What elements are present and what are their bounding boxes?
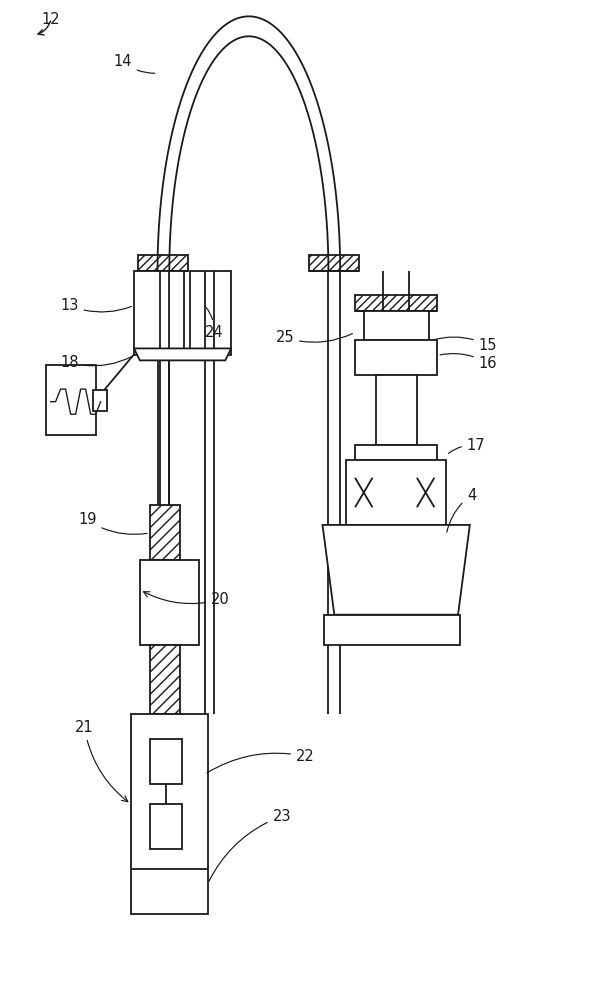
Polygon shape bbox=[157, 16, 340, 271]
Polygon shape bbox=[134, 348, 231, 360]
Bar bbox=[150, 804, 182, 849]
Bar bbox=[190, 271, 231, 355]
Text: 20: 20 bbox=[143, 592, 229, 607]
Bar bbox=[131, 714, 208, 914]
Bar bbox=[140, 560, 199, 645]
Text: 17: 17 bbox=[448, 438, 485, 453]
Bar bbox=[150, 645, 180, 714]
Bar bbox=[46, 365, 96, 435]
Text: 15: 15 bbox=[434, 337, 497, 353]
Bar bbox=[355, 340, 437, 375]
Text: 12: 12 bbox=[41, 12, 60, 27]
Bar bbox=[93, 390, 108, 411]
Bar bbox=[134, 271, 184, 355]
Bar bbox=[346, 460, 446, 525]
Bar bbox=[355, 295, 437, 311]
Text: 24: 24 bbox=[205, 308, 223, 340]
Text: 14: 14 bbox=[113, 54, 155, 73]
Text: 22: 22 bbox=[207, 749, 315, 773]
Bar bbox=[324, 615, 460, 645]
Bar bbox=[363, 311, 429, 340]
Text: 16: 16 bbox=[440, 354, 497, 371]
Bar bbox=[150, 739, 182, 784]
Bar bbox=[309, 255, 359, 271]
Bar bbox=[139, 255, 188, 271]
Text: 19: 19 bbox=[78, 512, 147, 534]
Text: 4: 4 bbox=[447, 488, 476, 532]
Bar bbox=[150, 505, 180, 560]
Text: 23: 23 bbox=[209, 809, 291, 881]
Text: 18: 18 bbox=[60, 355, 131, 370]
Polygon shape bbox=[323, 525, 470, 615]
Text: 25: 25 bbox=[275, 330, 352, 345]
Text: 13: 13 bbox=[60, 298, 131, 313]
Bar bbox=[375, 375, 417, 445]
Text: 21: 21 bbox=[75, 720, 128, 802]
Bar bbox=[355, 445, 437, 460]
